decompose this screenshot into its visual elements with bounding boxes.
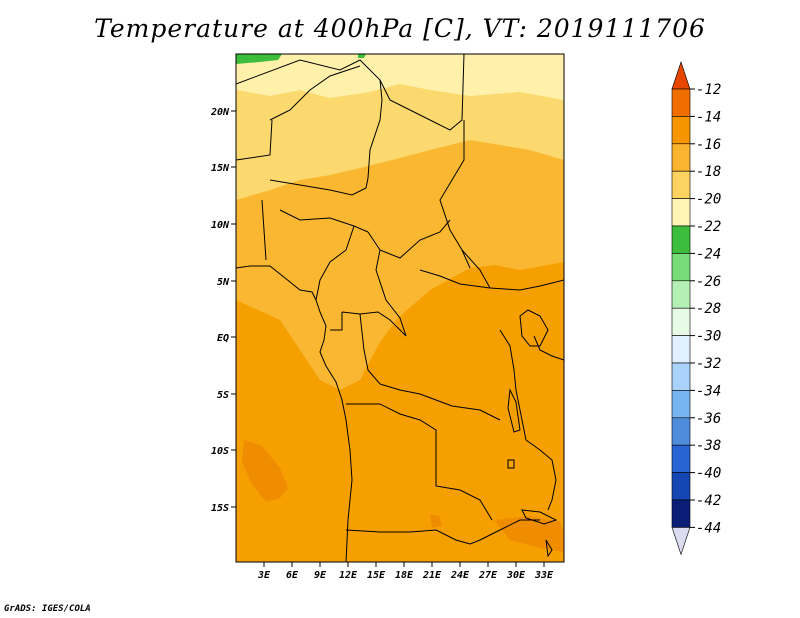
lat-label: 10N <box>211 220 230 231</box>
colorbar-label: -18 <box>696 164 721 180</box>
lon-label: 21E <box>422 570 442 581</box>
lat-label: 15N <box>211 163 230 174</box>
lat-label: 5S <box>217 390 229 401</box>
lat-label: 20N <box>210 107 230 118</box>
chart-title: Temperature at 400hPa [C], VT: 201911170… <box>94 14 706 43</box>
colorbar-swatch <box>671 116 691 145</box>
colorbar-arrow-top <box>671 61 691 90</box>
colorbar-label: -40 <box>696 466 721 482</box>
colorbar-label: -26 <box>696 274 721 290</box>
lat-axis: 20N 15N 10N 5N EQ 5S 10S 15S <box>210 107 236 514</box>
lat-label: 10S <box>211 446 229 457</box>
colorbar-swatch <box>671 253 691 282</box>
colorbar-label: -44 <box>696 520 721 536</box>
lon-label: 6E <box>286 570 299 581</box>
field-minus22-patch <box>236 54 282 64</box>
temperature-field <box>236 54 564 562</box>
borders <box>236 54 564 562</box>
field-minus14-patch-sw <box>242 440 288 502</box>
colorbar-swatch <box>671 390 691 419</box>
field-minus14-patch-s <box>430 514 442 528</box>
colorbar: -12 -14 -16 -18 -20 -22 -24 -26 -28 -30 -32 -34 -36 -… <box>671 61 721 556</box>
colorbar-swatch <box>671 335 691 364</box>
colorbar-swatch <box>671 170 691 199</box>
lon-label: 33E <box>534 570 554 581</box>
colorbar-swatch <box>671 362 691 391</box>
colorbar-swatch <box>671 198 691 227</box>
lon-label: 18E <box>395 570 414 581</box>
credit-text: GrADS: IGES/COLA <box>4 604 91 614</box>
field-minus22-patch-2 <box>358 54 366 58</box>
lon-label: 3E <box>257 570 271 581</box>
lat-label: 5N <box>217 277 230 288</box>
colorbar-arrow-bottom <box>671 527 691 556</box>
colorbar-label: -42 <box>696 493 721 509</box>
lat-label: EQ <box>217 333 229 344</box>
field-minus20-band <box>236 54 564 100</box>
colorbar-label: -32 <box>696 356 721 372</box>
field-minus16-tongue <box>440 210 564 270</box>
colorbar-swatch <box>671 143 691 172</box>
lon-label: 27E <box>478 570 498 581</box>
colorbar-swatch <box>671 417 691 446</box>
colorbar-label: -36 <box>696 411 721 427</box>
colorbar-swatch <box>671 88 691 117</box>
colorbar-swatch <box>671 499 691 528</box>
colorbar-label: -20 <box>696 192 721 208</box>
lon-label: 30E <box>506 570 526 581</box>
lat-label: 15S <box>211 503 229 514</box>
map-frame <box>235 53 565 563</box>
lon-label: 15E <box>367 570 386 581</box>
lon-label: 24E <box>450 570 470 581</box>
colorbar-swatch <box>671 280 691 309</box>
colorbar-label: -14 <box>696 109 721 125</box>
colorbar-label: -24 <box>696 246 721 262</box>
colorbar-label: -16 <box>696 137 721 153</box>
colorbar-label: -30 <box>696 329 721 345</box>
colorbar-label: -12 <box>696 82 721 98</box>
lon-label: 12E <box>339 570 358 581</box>
colorbar-label: -34 <box>696 383 721 399</box>
lon-axis: 3E 6E 9E 12E 15E 18E 21E 24E 27E 30E 33E <box>257 562 554 581</box>
colorbar-label: -22 <box>696 219 721 235</box>
colorbar-swatch <box>671 472 691 501</box>
colorbar-swatch <box>671 225 691 254</box>
lon-label: 9E <box>314 570 327 581</box>
colorbar-swatch <box>671 444 691 473</box>
colorbar-label: -38 <box>696 438 721 454</box>
colorbar-label: -28 <box>696 301 721 317</box>
colorbar-swatch <box>671 307 691 336</box>
